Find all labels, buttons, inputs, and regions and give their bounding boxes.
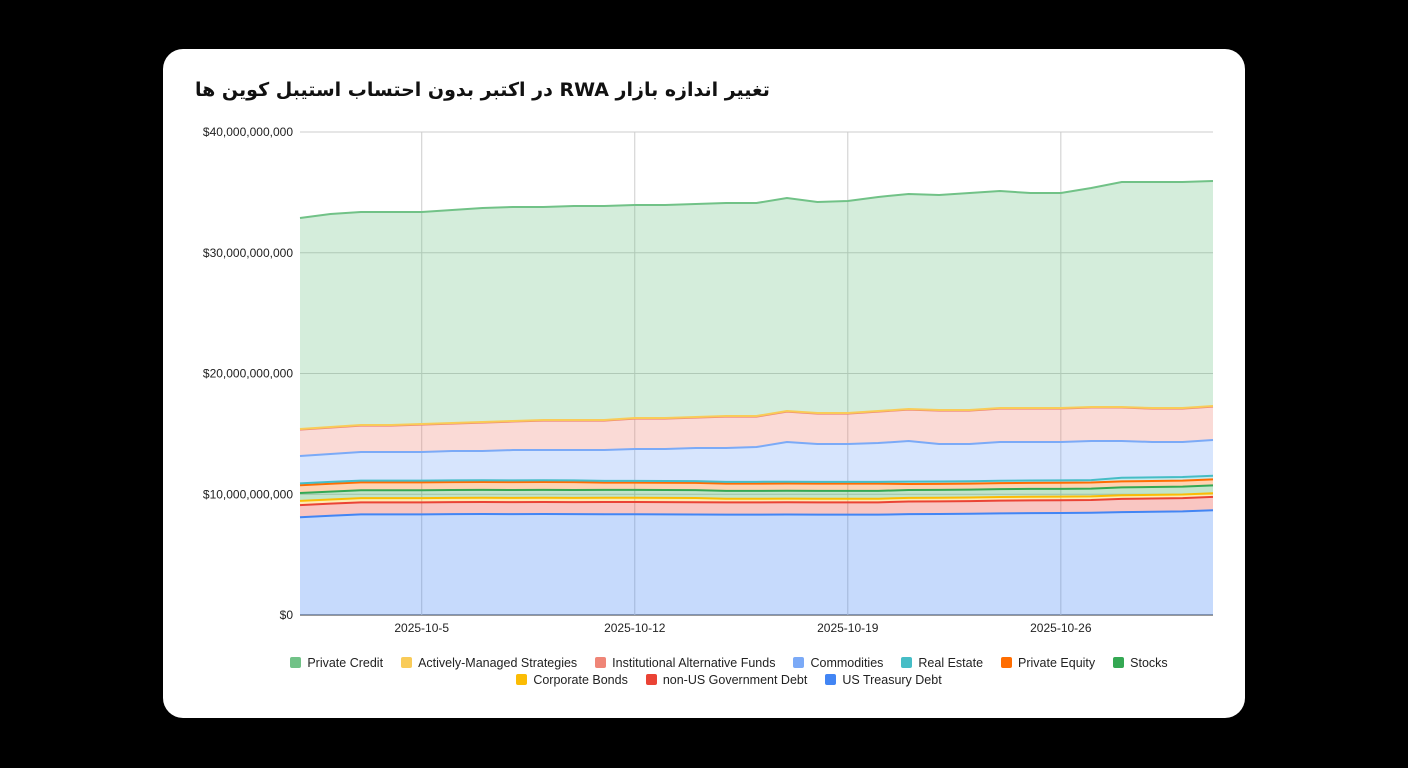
- line-us-treasury-debt: [299, 509, 1214, 519]
- legend-swatch: [825, 674, 837, 685]
- legend-item[interactable]: Actively-Managed Strategies: [401, 656, 577, 670]
- legend-item[interactable]: Institutional Alternative Funds: [595, 656, 775, 670]
- legend-label: Private Equity: [1018, 655, 1096, 670]
- area-private-credit: [300, 181, 1213, 430]
- legend-label: Commodities: [810, 655, 884, 670]
- legend: Private Credit Actively-Managed Strategie…: [163, 654, 1245, 688]
- legend-label: Corporate Bonds: [533, 672, 628, 687]
- legend-label: Stocks: [1130, 655, 1168, 670]
- stacked-area-chart: $0 $10,000,000,000 $20,000,000,000 $30,000,…: [203, 125, 1214, 635]
- legend-item[interactable]: Real Estate: [901, 656, 983, 670]
- legend-item[interactable]: US Treasury Debt: [825, 672, 942, 687]
- legend-swatch: [1001, 657, 1013, 668]
- line-stocks: [299, 484, 1214, 495]
- line-non-us-government-debt: [299, 495, 1214, 507]
- legend-item[interactable]: non-US Government Debt: [645, 672, 808, 687]
- y-tick-label: $20,000,000,000: [203, 367, 293, 381]
- line-actively-managed-strategies: [299, 404, 1214, 431]
- legend-row: Private Credit Actively-Managed Strategie…: [213, 654, 1245, 671]
- area-non-us-government-debt: [300, 496, 1213, 518]
- line-corporate-bonds: [299, 492, 1214, 502]
- legend-item[interactable]: Commodities: [793, 656, 883, 670]
- legend-label: Institutional Alternative Funds: [612, 655, 776, 670]
- line-private-equity: [299, 478, 1214, 487]
- legend-label: Real Estate: [918, 655, 984, 670]
- area-us-treasury-debt: [300, 510, 1213, 615]
- legend-swatch: [401, 657, 413, 668]
- legend-swatch: [516, 674, 528, 685]
- chart-card: تغییر اندازه بازار RWA در اکتبر بدون احت…: [163, 49, 1245, 718]
- legend-swatch: [793, 657, 805, 668]
- legend-label: non-US Government Debt: [662, 672, 808, 687]
- legend-swatch: [645, 674, 657, 685]
- legend-item[interactable]: Stocks: [1113, 656, 1168, 670]
- y-tick-label: $0: [280, 608, 294, 622]
- legend-swatch: [290, 657, 302, 668]
- legend-label: Private Credit: [307, 655, 384, 670]
- chart-title: تغییر اندازه بازار RWA در اکتبر بدون احت…: [195, 79, 770, 101]
- x-tick-label: 2025-10-12: [604, 621, 666, 635]
- area-institutional-alternative-funds: [300, 406, 1213, 456]
- legend-swatch: [901, 657, 913, 668]
- legend-label: US Treasury Debt: [842, 672, 942, 687]
- legend-label: Actively-Managed Strategies: [418, 655, 578, 670]
- line-real-estate: [299, 474, 1214, 485]
- legend-row: Corporate Bonds non-US Government Debt US …: [213, 671, 1245, 688]
- line-private-credit: [299, 180, 1214, 219]
- legend-item[interactable]: Private Credit: [290, 656, 383, 670]
- y-tick-label: $30,000,000,000: [203, 246, 293, 260]
- legend-swatch: [595, 657, 607, 668]
- y-tick-label: $10,000,000,000: [203, 487, 293, 501]
- x-tick-label: 2025-10-26: [1030, 621, 1092, 635]
- legend-swatch: [1113, 657, 1125, 668]
- legend-item[interactable]: Private Equity: [1001, 656, 1095, 670]
- legend-item[interactable]: Corporate Bonds: [516, 673, 628, 687]
- line-commodities: [299, 439, 1214, 457]
- y-tick-label: $40,000,000,000: [203, 125, 293, 139]
- x-tick-label: 2025-10-19: [817, 621, 879, 635]
- x-tick-label: 2025-10-5: [394, 621, 449, 635]
